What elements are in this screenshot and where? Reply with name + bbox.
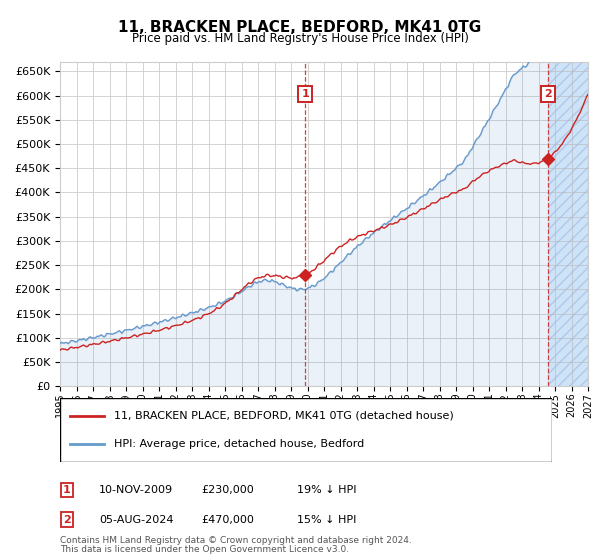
- Text: 11, BRACKEN PLACE, BEDFORD, MK41 0TG (detached house): 11, BRACKEN PLACE, BEDFORD, MK41 0TG (de…: [114, 410, 454, 421]
- Text: 1: 1: [301, 89, 309, 99]
- Text: £230,000: £230,000: [201, 485, 254, 495]
- Text: HPI: Average price, detached house, Bedford: HPI: Average price, detached house, Bedf…: [114, 439, 364, 449]
- Text: 1: 1: [63, 485, 71, 495]
- Text: 05-AUG-2024: 05-AUG-2024: [99, 515, 173, 525]
- Text: 15% ↓ HPI: 15% ↓ HPI: [297, 515, 356, 525]
- Text: 2: 2: [63, 515, 71, 525]
- Text: Contains HM Land Registry data © Crown copyright and database right 2024.: Contains HM Land Registry data © Crown c…: [60, 536, 412, 545]
- Text: 2: 2: [544, 89, 552, 99]
- Text: This data is licensed under the Open Government Licence v3.0.: This data is licensed under the Open Gov…: [60, 545, 349, 554]
- Text: 11, BRACKEN PLACE, BEDFORD, MK41 0TG: 11, BRACKEN PLACE, BEDFORD, MK41 0TG: [118, 20, 482, 35]
- Text: Price paid vs. HM Land Registry's House Price Index (HPI): Price paid vs. HM Land Registry's House …: [131, 32, 469, 45]
- Text: 19% ↓ HPI: 19% ↓ HPI: [297, 485, 356, 495]
- FancyBboxPatch shape: [60, 398, 552, 462]
- Text: £470,000: £470,000: [201, 515, 254, 525]
- Text: 10-NOV-2009: 10-NOV-2009: [99, 485, 173, 495]
